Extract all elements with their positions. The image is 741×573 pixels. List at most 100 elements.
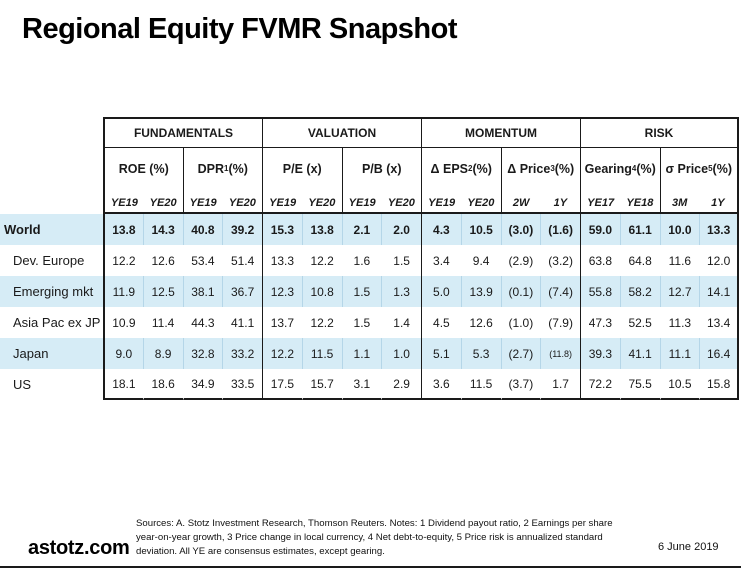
data-cell: 32.8: [182, 338, 223, 369]
sub-period-label: 1Y: [711, 197, 725, 209]
data-cell: 12.2: [103, 245, 143, 276]
data-cell: 11.9: [103, 276, 143, 307]
bottom-divider: [0, 566, 741, 568]
data-cell: 10.8: [301, 276, 342, 307]
data-cell: 15.8: [699, 369, 739, 400]
data-cell: 5.0: [421, 276, 461, 307]
footer-note-line: Sources: A. Stotz Investment Research, T…: [136, 518, 613, 529]
data-cell: 12.2: [262, 338, 302, 369]
fvmr-table: FUNDAMENTALS VALUATION MOMENTUM RISK ROE (%)…: [0, 117, 739, 400]
sub-period-row: YE19 YE20: [343, 186, 422, 212]
sub-period-row: 3M 1Y: [661, 186, 738, 212]
data-cell: 51.4: [230, 253, 255, 268]
data-cell: 13.3: [699, 214, 739, 245]
data-cell: 15.7: [301, 369, 342, 400]
data-cell: 41.1: [619, 338, 660, 369]
data-cell: (2.7): [500, 338, 541, 369]
sub-period-label: YE19: [189, 197, 217, 209]
data-cell: 13.9: [460, 276, 501, 307]
sub-period-row: YE19 YE20: [263, 186, 342, 212]
data-cell: (7.9): [548, 315, 573, 330]
data-cell: 17.5: [262, 369, 302, 400]
column-group-header: MOMENTUM: [421, 117, 580, 148]
data-cell: 14.3: [142, 214, 183, 245]
date-label: 6 June 2019: [658, 541, 719, 553]
data-cell: 5.3: [460, 338, 501, 369]
row-label: US: [13, 377, 32, 392]
metric-header: Gearing 4 (%) YE17 YE18: [580, 148, 660, 214]
sub-period-label: YE20: [387, 197, 415, 209]
data-cell: 64.8: [628, 253, 652, 268]
data-cell: (3.7): [500, 369, 541, 400]
data-cell: 13.3: [262, 245, 302, 276]
metric-header: σ Price 5 (%) 3M 1Y: [659, 148, 739, 214]
data-cell: 9.4: [472, 253, 490, 268]
data-cell: 47.3: [580, 307, 620, 338]
data-cell: (1.6): [540, 214, 580, 245]
data-cell: 14.1: [699, 276, 739, 307]
sub-period-row: YE19 YE20: [184, 186, 263, 212]
metric-header: ROE (%) YE19 YE20: [103, 148, 183, 214]
data-cell: 53.4: [191, 253, 215, 268]
data-cell: 4.5: [421, 307, 461, 338]
data-cell: 63.8: [580, 245, 620, 276]
data-cell: 41.1: [230, 315, 255, 330]
metric-header: Δ EPS 2 (%) YE19 YE20: [421, 148, 501, 214]
sub-period-row: YE19 YE20: [422, 186, 501, 212]
data-cell: 33.5: [222, 369, 262, 400]
metric-header-label: ROE (%): [118, 162, 169, 176]
sub-period-label: YE19: [428, 197, 456, 209]
data-cell: 52.5: [628, 315, 652, 330]
row-label: Japan: [0, 338, 103, 369]
sub-period-label: YE20: [308, 197, 336, 209]
data-cell: 13.4: [699, 307, 739, 338]
data-cell: 1.6: [353, 253, 371, 268]
metric-header-label: P/B (x): [361, 162, 402, 176]
data-cell: 1.5: [341, 276, 382, 307]
data-cell: 13.8: [301, 214, 342, 245]
sub-period-label: YE19: [110, 197, 138, 209]
data-cell: 72.2: [580, 369, 620, 400]
metric-header-label: P/E (x): [282, 162, 322, 176]
metric-header: P/B (x) YE19 YE20: [341, 148, 422, 214]
data-cell: 11.6: [668, 253, 692, 268]
metric-header: P/E (x) YE19 YE20: [262, 148, 342, 214]
sub-period-row: YE19 YE20: [105, 186, 183, 212]
data-cell: 15.3: [262, 214, 302, 245]
metric-header-label: Δ EPS 2 (%): [430, 162, 492, 176]
sub-period-label: YE20: [228, 197, 256, 209]
metric-header-label: DPR 1 (%): [197, 162, 248, 176]
data-cell: 75.5: [619, 369, 660, 400]
data-cell: 34.9: [182, 369, 223, 400]
data-cell: 1.5: [393, 253, 410, 268]
data-cell: 58.2: [619, 276, 660, 307]
data-cell: 13.8: [103, 214, 143, 245]
header-spacer: [0, 117, 103, 148]
sub-period-label: 3M: [671, 197, 688, 209]
row-label: Asia Pac ex JP: [13, 315, 101, 330]
sub-period-label: YE18: [626, 197, 654, 209]
data-cell: 12.3: [262, 276, 302, 307]
data-cell: 11.3: [668, 315, 692, 330]
data-cell: 39.3: [580, 338, 620, 369]
row-label: Dev. Europe: [13, 253, 85, 268]
data-cell: 12.0: [699, 245, 739, 276]
data-cell: 13.7: [262, 307, 302, 338]
data-cell: 10.0: [659, 214, 700, 245]
row-label: World: [0, 214, 103, 245]
data-cell: 12.2: [310, 315, 334, 330]
data-cell: 12.6: [151, 253, 175, 268]
sub-period-label: YE20: [149, 197, 177, 209]
sub-period-label: YE19: [348, 197, 376, 209]
data-cell: 12.5: [142, 276, 183, 307]
sub-period-label: 2W: [512, 197, 530, 209]
data-cell: 59.0: [580, 214, 620, 245]
data-cell: 40.8: [182, 214, 223, 245]
data-cell: (3.2): [548, 253, 573, 268]
data-cell: 1.4: [393, 315, 410, 330]
data-cell: (7.4): [540, 276, 580, 307]
data-cell: 8.9: [142, 338, 183, 369]
page-title: Regional Equity FVMR Snapshot: [22, 13, 458, 45]
brand-logo-text: astotz.com: [28, 537, 130, 559]
sub-period-label: YE20: [467, 197, 495, 209]
